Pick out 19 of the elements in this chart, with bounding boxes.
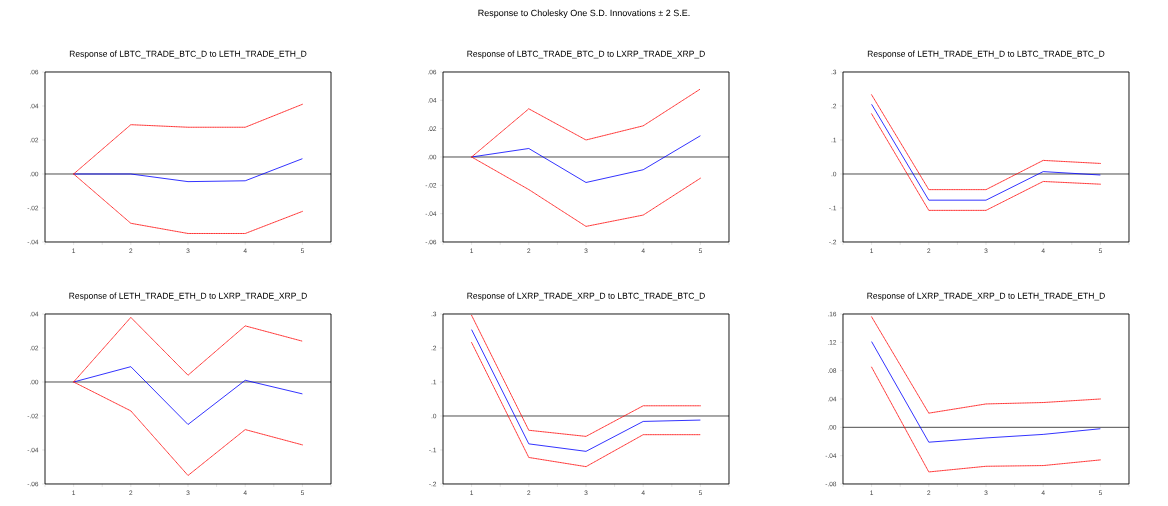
line-series (471, 314, 701, 437)
text: Response to Cholesky One S.D. Innovations ± 2 S.E. (478, 9, 690, 18)
line-series (871, 366, 1101, 473)
line-series (471, 135, 701, 183)
line-series (871, 113, 1101, 211)
line-series (871, 316, 1101, 414)
chart-title: Response of LETH_TRADE_ETH_D to LBTC_TRADE_BTC_D (867, 50, 1105, 59)
line-series (73, 158, 303, 183)
chart-title: Response of LBTC_TRADE_BTC_D to LXRP_TRADE_XRP_D (467, 50, 705, 59)
line-series (471, 342, 701, 468)
line-series (871, 94, 1101, 191)
line-series (73, 366, 303, 425)
chart-title: Response of LETH_TRADE_ETH_D to LXRP_TRADE_XRP_D (69, 292, 307, 301)
chart-title: Response of LBTC_TRADE_BTC_D to LETH_TRADE_ETH_D (69, 50, 307, 59)
line-series (471, 329, 701, 452)
line-series (871, 341, 1101, 443)
chart-title: Response of LXRP_TRADE_XRP_D to LBTC_TRADE_BTC_D (467, 292, 705, 301)
line-series (871, 103, 1101, 201)
chart-title: Response of LXRP_TRADE_XRP_D to LETH_TRADE_ETH_D (867, 292, 1105, 301)
